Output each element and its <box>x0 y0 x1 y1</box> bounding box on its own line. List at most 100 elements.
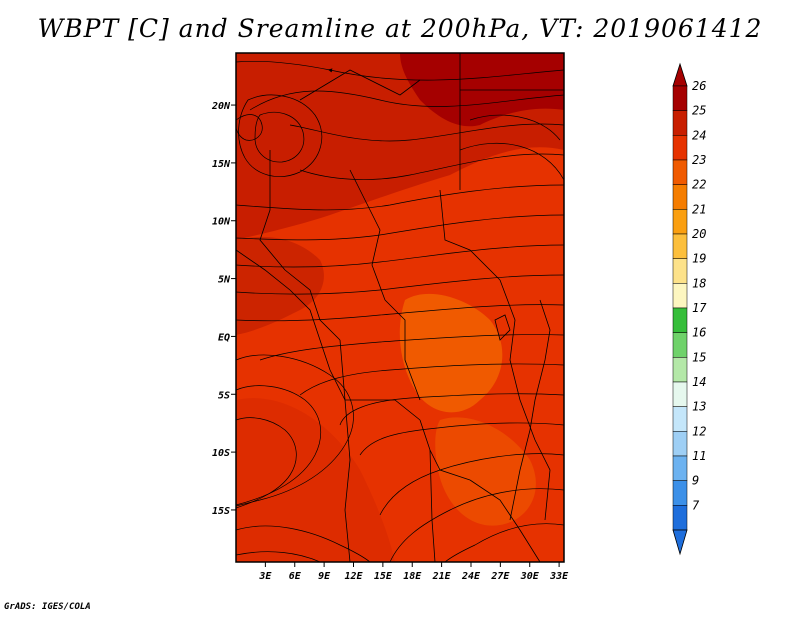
boundary <box>384 299 421 401</box>
streamline <box>469 114 561 141</box>
colorbar-label: 23 <box>692 153 706 167</box>
streamline <box>249 90 564 111</box>
colorbar-label: 9 <box>692 474 699 488</box>
colorbar-segment <box>672 258 688 284</box>
colorbar-segment <box>672 209 688 235</box>
latitude-axis: 20N 15N 10N 5N EQ 5S 10S 15S <box>211 101 236 517</box>
colorbar-label: 17 <box>692 301 707 315</box>
lat-tick-label: 15S <box>212 506 230 517</box>
colorbar-segment <box>672 233 688 259</box>
lon-tick-label: 6E <box>289 571 302 582</box>
lon-tick-label: 9E <box>318 571 331 582</box>
map-area <box>236 53 564 562</box>
lat-tick-label: 5S <box>218 390 230 401</box>
field-shading <box>236 53 564 562</box>
colorbar-segment <box>672 381 688 407</box>
colorbar-label: 26 <box>692 79 706 93</box>
colorbar-segment <box>672 159 688 185</box>
colorbar-label: 11 <box>692 449 706 463</box>
streamline <box>379 453 564 516</box>
boundary <box>339 339 421 421</box>
field-zone-23-south <box>435 417 536 526</box>
colorbar-segment <box>672 184 688 210</box>
lat-tick-label: 20N <box>211 101 231 112</box>
colorbar-label: 24 <box>692 128 706 142</box>
boundary <box>284 269 341 341</box>
boundary <box>519 399 551 521</box>
map-frame <box>235 52 565 563</box>
streamline <box>236 274 564 295</box>
streamline <box>389 488 564 562</box>
lon-tick-label: 18E <box>403 571 422 582</box>
lon-tick-label: 30E <box>520 571 540 582</box>
streamline <box>236 551 321 562</box>
colorbar-label: 13 <box>692 400 706 414</box>
colorbar-label: 18 <box>692 276 706 290</box>
lake-outline <box>494 314 511 341</box>
longitude-axis: 3E 6E 9E 12E 15E 18E 21E 24E 27E 30E 33E <box>258 562 569 582</box>
colorbar-segment <box>672 85 688 111</box>
boundary <box>439 189 501 281</box>
boundary <box>499 279 521 401</box>
boundary <box>299 69 421 101</box>
colorbar-label: 25 <box>692 104 706 118</box>
colorbar-label: 12 <box>692 424 706 438</box>
boundary <box>469 479 541 562</box>
lat-tick-label: 10N <box>212 217 231 228</box>
lon-tick-label: 33E <box>549 571 569 582</box>
colorbar-segment <box>672 357 688 383</box>
streamline <box>299 153 564 180</box>
streamline <box>236 244 564 268</box>
streamline <box>236 417 297 509</box>
streamline <box>444 523 564 562</box>
colorbar-segment <box>672 505 688 531</box>
streamline <box>236 114 263 141</box>
colorbar-segment <box>672 455 688 481</box>
streamline <box>236 60 564 81</box>
streamline <box>459 142 564 181</box>
streamline <box>339 393 564 426</box>
field-zone-24-southwest <box>236 398 395 562</box>
colorbar: 26 25 24 23 22 21 20 19 18 17 16 15 14 13 12 11 9 7 <box>672 62 707 556</box>
colorbar-label: 22 <box>692 178 706 192</box>
country-boundaries <box>236 53 564 562</box>
streamline <box>259 334 564 361</box>
coastline <box>236 249 346 401</box>
boundary <box>429 449 436 562</box>
colorbar-label: 19 <box>692 252 706 266</box>
streamline <box>236 304 564 322</box>
colorbar-label: 7 <box>692 498 700 512</box>
streamline <box>236 385 321 506</box>
streamline <box>238 94 323 177</box>
colorbar-segment <box>672 135 688 161</box>
colorbar-segment <box>672 307 688 333</box>
lon-tick-label: 3E <box>258 571 272 582</box>
lon-tick-label: 24E <box>461 571 481 582</box>
boundary <box>419 419 471 481</box>
colorbar-segment <box>672 480 688 506</box>
colorbar-top-arrow <box>672 62 688 87</box>
boundary <box>349 169 386 301</box>
lon-tick-label: 15E <box>374 571 393 582</box>
streamline <box>236 184 564 211</box>
colorbar-segment <box>672 431 688 457</box>
colorbar-segment <box>672 110 688 136</box>
streamline <box>254 111 305 163</box>
field-zone-25-west <box>236 236 324 335</box>
lat-tick-label: EQ <box>218 332 230 343</box>
coastline <box>509 299 551 521</box>
lon-tick-label: 21E <box>432 571 452 582</box>
colorbar-segment <box>672 283 688 309</box>
streamline <box>236 525 371 562</box>
colorbar-bottom-arrow <box>672 529 688 556</box>
streamline <box>236 354 354 507</box>
boundary <box>344 399 351 562</box>
lat-tick-label: 15N <box>212 159 231 170</box>
colorbar-label: 14 <box>692 375 706 389</box>
lat-tick-label: 5N <box>218 275 231 286</box>
map-title: WBPT [C] and Sreamline at 200hPa, VT: 20… <box>37 14 763 43</box>
colorbar-label: 21 <box>692 202 706 216</box>
streamline <box>299 363 564 396</box>
colorbar-label: 15 <box>692 350 706 364</box>
